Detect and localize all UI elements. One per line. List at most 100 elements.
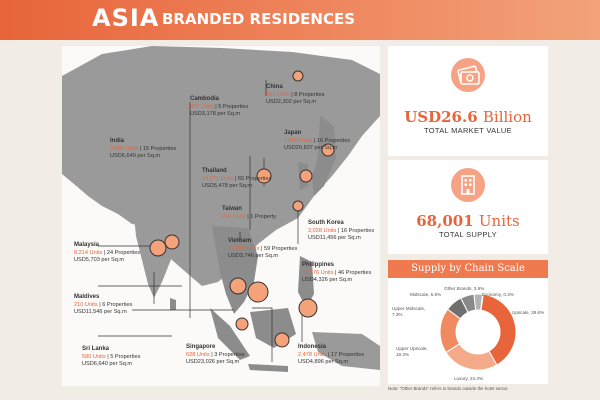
market-properties: 46 Properties <box>337 269 372 276</box>
market-price: USD23,026 per Sq.m <box>186 359 240 365</box>
market-name: Japan <box>284 130 302 136</box>
market-name: Singapore <box>186 344 216 350</box>
supply-label: TOTAL SUPPLY <box>439 230 497 239</box>
market-price: USD11,456 per Sq.m <box>308 235 361 241</box>
label-upper-upscale: Upper Upscale, 19.3% <box>396 346 428 357</box>
market-cambodia: Cambodia 807 Units | 5 Properties USD3,1… <box>190 96 249 117</box>
market-properties: 5 Properties <box>218 103 249 110</box>
bubble-china <box>292 70 304 82</box>
market-philippines: Philippines 13,276 Units | 46 Properties… <box>302 262 372 283</box>
bubble-thailand <box>256 168 272 184</box>
market-name: Philippines <box>302 262 335 268</box>
slice-other-brands <box>473 293 484 311</box>
market-units: 243 Units <box>222 213 246 220</box>
market-maldives: Maldives 210 Units | 6 Properties USD11,… <box>74 294 133 315</box>
market-properties: 59 Properties <box>263 245 298 252</box>
page-title: ASIA <box>92 4 160 32</box>
market-name: Cambodia <box>190 96 220 102</box>
market-price: USD5,703 per Sq.m <box>74 257 125 263</box>
bubble-philippines <box>298 298 318 318</box>
building-icon <box>451 168 485 202</box>
market-name: Maldives <box>74 294 100 300</box>
land-newguinea <box>312 332 380 370</box>
market-price: USD11,546 per Sq.m <box>74 309 127 315</box>
market-value-number: USD26.6 <box>404 108 478 126</box>
market-south-korea: South Korea 3,028 Units | 16 Properties … <box>308 220 375 241</box>
market-name: Sri Lanka <box>82 346 110 352</box>
market-sri-lanka: Sri Lanka 590 Units | 5 Properties USD6,… <box>82 346 141 367</box>
market-name: China <box>266 84 283 90</box>
market-price: USD2,302 per Sq.m <box>266 99 317 105</box>
market-india: India 3,986 Units | 15 Properties USD6,6… <box>110 138 177 159</box>
market-taiwan: Taiwan 243 Units | 1 Property <box>222 206 277 220</box>
bubble-vietnam <box>247 281 269 303</box>
land-japan <box>312 116 336 196</box>
label-luxury: Luxury, 24.3% <box>454 376 484 381</box>
market-units: 3,986 Units <box>110 145 139 152</box>
market-units: 590 Units <box>82 353 106 360</box>
supply-figure: 68,001 Units <box>388 212 548 230</box>
label-upper-midscale: Upper Midscale, 7.3% <box>392 306 426 317</box>
market-name: Taiwan <box>222 206 242 212</box>
market-price: USD5,478 per Sq.m <box>202 183 253 189</box>
market-price: USD6,640 per Sq.m <box>82 361 133 367</box>
market-units: 8,214 Units <box>74 249 103 256</box>
slice-upscale <box>480 293 517 366</box>
market-units: 628 Units <box>186 351 210 358</box>
market-value-figure: USD26.6 Billion <box>388 108 548 126</box>
market-value-label: TOTAL MARKET VALUE <box>424 126 512 135</box>
bubble-indonesia <box>274 332 290 348</box>
market-units: 16,271 Units <box>202 175 234 182</box>
money-icon <box>451 58 485 92</box>
header-banner: ASIA BRANDED RESIDENCES <box>0 0 600 40</box>
supply-unit: Units <box>478 212 520 230</box>
market-units: 1,900 Units <box>284 137 313 144</box>
bubble-malaysia <box>149 239 167 257</box>
market-units: 3,028 Units <box>308 227 337 234</box>
market-units: 210 Units <box>74 301 98 308</box>
market-malaysia: Malaysia 8,214 Units | 24 Properties USD… <box>74 242 141 263</box>
land-philippines <box>298 256 314 308</box>
market-value-card: USD26.6 Billion TOTAL MARKET VALUE <box>388 46 548 156</box>
asia-map <box>62 46 380 372</box>
market-thailand: Thailand 16,271 Units | 65 Properties US… <box>202 168 272 189</box>
market-price: USD20,837 per Sq.m <box>284 145 338 151</box>
market-properties: 16 Properties <box>340 227 375 234</box>
label-economy: Economy, 0.3% <box>482 292 514 297</box>
market-name: South Korea <box>308 220 344 226</box>
market-price: USD4,326 per Sq.m <box>302 277 353 283</box>
supply-number: 68,001 <box>416 212 474 230</box>
market-properties: 15 Properties <box>142 145 177 152</box>
market-price: USD3,746 per Sq.m <box>228 253 279 259</box>
market-properties: 1 Property <box>250 213 277 220</box>
market-units: 851 Units <box>266 91 290 98</box>
chart-title: Supply by Chain Scale <box>388 260 548 278</box>
page-subtitle: BRANDED RESIDENCES <box>162 10 356 28</box>
market-price: USD4,896 per Sq.m <box>298 359 349 365</box>
market-units: 807 Units <box>190 103 214 110</box>
land-indochina <box>212 226 258 314</box>
market-name: Vietnam <box>228 238 252 244</box>
market-properties: 16 Properties <box>316 137 351 144</box>
market-vietnam: Vietnam 17,880 Units | 59 Properties USD… <box>228 238 298 259</box>
land-java <box>248 364 288 372</box>
market-value-unit: Billion <box>482 108 532 126</box>
market-price: USD6,640 per Sq.m <box>110 153 161 159</box>
market-properties: 5 Properties <box>110 353 141 360</box>
label-other-brands: Other Brands, 3.6% <box>444 286 485 291</box>
market-indonesia: Indonesia 2,478 Units | 17 Properties US… <box>298 344 365 365</box>
supply-card: 68,001 Units TOTAL SUPPLY <box>388 160 548 254</box>
market-properties: 3 Properties <box>214 351 245 358</box>
label-midscale: Midscale, 5.8% <box>410 292 442 297</box>
footnote: Note: "Other Brands" refers to brands ou… <box>388 386 509 391</box>
market-name: Malaysia <box>74 242 100 248</box>
market-japan: Japan 1,900 Units | 16 Properties USD20,… <box>284 130 351 151</box>
market-bubbles <box>149 70 335 348</box>
asia-map-panel: China 851 Units | 8 Properties USD2,302 … <box>62 46 380 386</box>
market-units: 17,880 Units <box>228 245 260 252</box>
market-name: India <box>110 138 125 144</box>
label-connectors <box>98 80 303 362</box>
market-singapore: Singapore 628 Units | 3 Properties USD23… <box>186 344 245 365</box>
chain-scale-donut <box>439 293 517 371</box>
market-china: China 851 Units | 8 Properties USD2,302 … <box>266 84 325 105</box>
